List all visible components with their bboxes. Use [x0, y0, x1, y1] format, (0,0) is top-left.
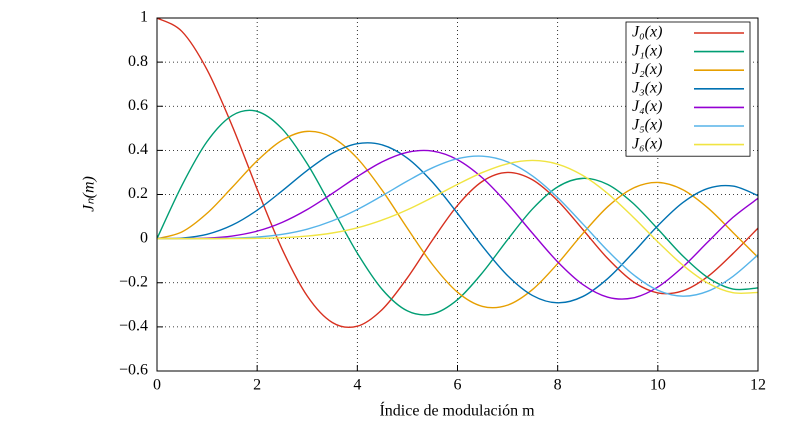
- x-tick-label: 8: [554, 377, 562, 394]
- y-tick-label: 0.8: [128, 53, 148, 70]
- series-line: [156, 149, 759, 300]
- legend-label: J₁(x): [632, 42, 662, 59]
- y-tick-label: 0: [140, 229, 148, 246]
- legend-label: J₄(x): [632, 98, 662, 115]
- y-tick-label: 1: [140, 9, 148, 26]
- x-tick-label: 6: [454, 377, 462, 394]
- legend-label: J₅(x): [632, 117, 662, 134]
- series-line: [156, 159, 759, 295]
- x-tick-label: 2: [253, 377, 261, 394]
- x-axis-label: Índice de modulación m: [379, 401, 535, 420]
- x-tick-label: 12: [750, 377, 766, 394]
- legend-label: J₃(x): [632, 79, 662, 96]
- y-tick-label: 0.6: [128, 97, 148, 114]
- series-line: [156, 155, 759, 297]
- series-line: [156, 130, 759, 309]
- plot-frame: [156, 17, 759, 372]
- y-tick-label: −0.2: [119, 273, 148, 290]
- y-tick-label: −0.6: [119, 362, 148, 379]
- legend-label: J₆(x): [632, 135, 662, 152]
- x-tick-label: 0: [153, 377, 161, 394]
- series-line: [156, 142, 759, 304]
- legend-label: J₀(x): [632, 24, 662, 41]
- y-tick-label: 0.2: [128, 185, 148, 202]
- y-tick-label: −0.4: [119, 318, 148, 335]
- legend-label: J₂(x): [632, 61, 662, 78]
- x-tick-label: 4: [353, 377, 361, 394]
- series-line: [156, 17, 759, 329]
- series-line: [156, 109, 759, 316]
- x-tick-label: 10: [650, 377, 666, 394]
- y-tick-label: 0.4: [128, 141, 148, 158]
- y-axis-label: Jₙ(m): [81, 176, 98, 212]
